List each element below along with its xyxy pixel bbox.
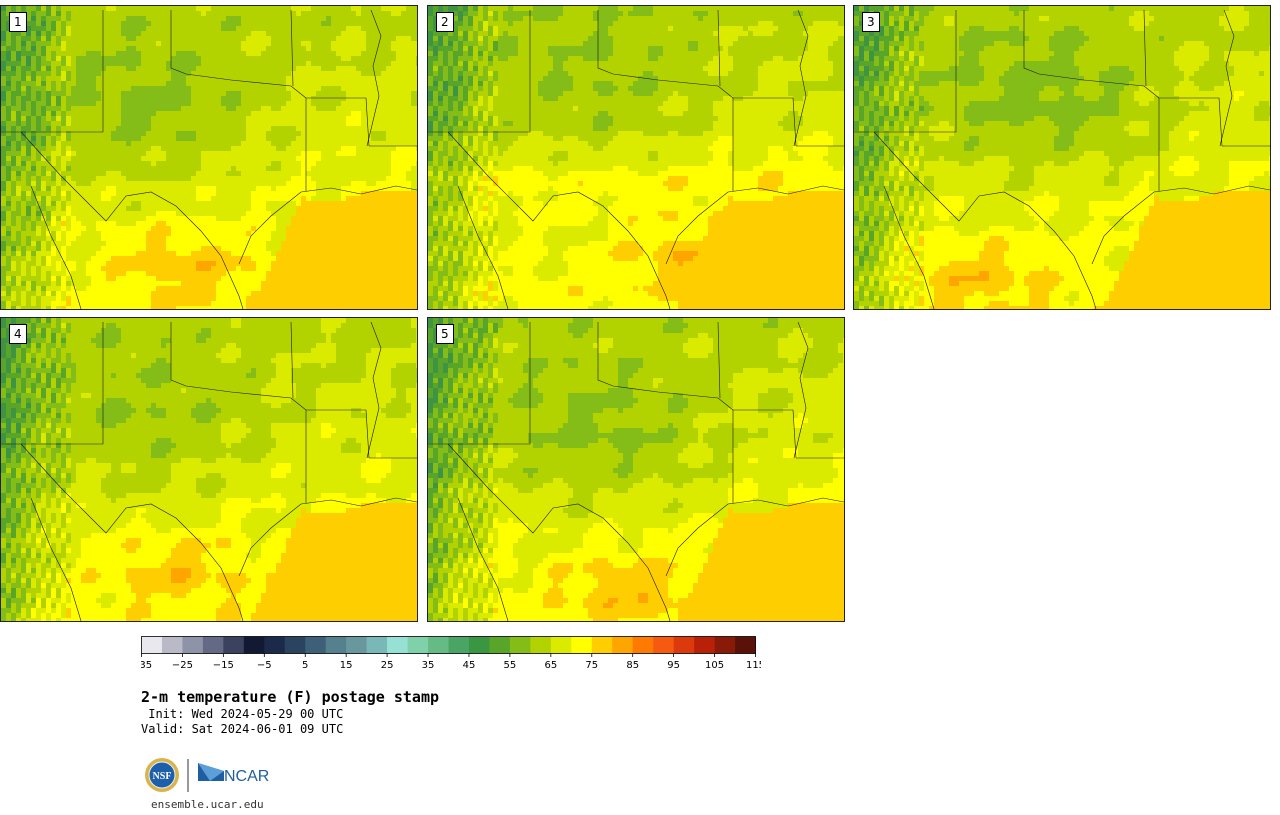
colorbar-tick-label: −25 xyxy=(172,660,193,671)
colorbar-bin xyxy=(141,636,163,654)
colorbar-bin xyxy=(530,636,552,654)
ncar-logo: NCAR xyxy=(198,763,269,785)
init-time: Init: Wed 2024-05-29 00 UTC xyxy=(141,707,343,721)
colorbar-bin xyxy=(653,636,674,654)
colorbar-tick-label: 85 xyxy=(626,660,639,671)
stamp-panel-3: 3 xyxy=(853,5,1271,310)
colorbar-bin xyxy=(161,636,183,654)
colorbar-tick-label: 105 xyxy=(705,660,724,671)
colorbar-tick-label: 25 xyxy=(381,660,394,671)
colorbar-bin xyxy=(489,636,511,654)
colorbar-bin xyxy=(571,636,593,654)
logo-group: NSF NCAR xyxy=(145,758,269,792)
colorbar-tick-label: −35 xyxy=(141,660,152,671)
colorbar-bin xyxy=(735,636,756,654)
temperature-map xyxy=(428,318,844,621)
stamp-label: 3 xyxy=(862,12,880,32)
temperature-map xyxy=(854,6,1270,309)
stamp-panel-2: 2 xyxy=(427,5,845,310)
colorbar-bin xyxy=(694,636,715,654)
stamp-panel-5: 5 xyxy=(427,317,845,622)
colorbar-bin xyxy=(428,636,449,654)
colorbar-bin xyxy=(387,636,408,654)
stamp-label: 2 xyxy=(436,12,454,32)
colorbar-tick-label: 5 xyxy=(302,660,308,671)
colorbar-bin xyxy=(202,636,224,654)
colorbar-bin xyxy=(509,636,531,654)
colorbar-tick-label: 95 xyxy=(667,660,680,671)
stamp-label: 4 xyxy=(9,324,27,344)
stamp-panel-1: 1 xyxy=(0,5,418,310)
colorbar-tick-label: −15 xyxy=(213,660,234,671)
colorbar-tick-label: 35 xyxy=(422,660,435,671)
stamp-label: 5 xyxy=(436,324,454,344)
stamp-panel-4: 4 xyxy=(0,317,418,622)
valid-time: Valid: Sat 2024-06-01 09 UTC xyxy=(141,722,343,736)
colorbar-bin xyxy=(223,636,245,654)
colorbar-tick-label: −5 xyxy=(257,660,272,671)
temperature-map xyxy=(428,6,844,309)
colorbar-bin xyxy=(550,636,572,654)
colorbar-bin xyxy=(448,636,470,654)
colorbar-bin xyxy=(243,636,265,654)
colorbar: −35 −25 −15 −5 5 15 25 35 45 55 65 75 85 95 105 115 xyxy=(141,636,761,671)
colorbar-bin xyxy=(325,636,347,654)
colorbar-tick-label: 115 xyxy=(746,660,761,671)
colorbar-tick-label: 75 xyxy=(585,660,598,671)
colorbar-bin xyxy=(714,636,736,654)
colorbar-bin xyxy=(305,636,326,654)
colorbar-bin xyxy=(591,636,613,654)
footer-url: ensemble.ucar.edu xyxy=(151,798,264,811)
colorbar-tick-label: 65 xyxy=(544,660,557,671)
colorbar-bin xyxy=(632,636,654,654)
colorbar-bin xyxy=(468,636,490,654)
page-title: 2-m temperature (F) postage stamp xyxy=(141,688,439,706)
colorbar-bin xyxy=(407,636,429,654)
colorbar-bin xyxy=(673,636,695,654)
colorbar-bin xyxy=(612,636,633,654)
colorbar-bin xyxy=(264,636,286,654)
colorbar-tick-label: 15 xyxy=(340,660,353,671)
nsf-logo: NSF xyxy=(145,758,179,792)
colorbar-bin xyxy=(366,636,388,654)
colorbar-bin xyxy=(346,636,367,654)
colorbar-bin xyxy=(284,636,306,654)
stamp-label: 1 xyxy=(9,12,27,32)
colorbar-tick-label: 45 xyxy=(463,660,476,671)
temperature-map xyxy=(1,318,417,621)
colorbar-tick-label: 55 xyxy=(504,660,517,671)
temperature-map xyxy=(1,6,417,309)
colorbar-bin xyxy=(182,636,204,654)
